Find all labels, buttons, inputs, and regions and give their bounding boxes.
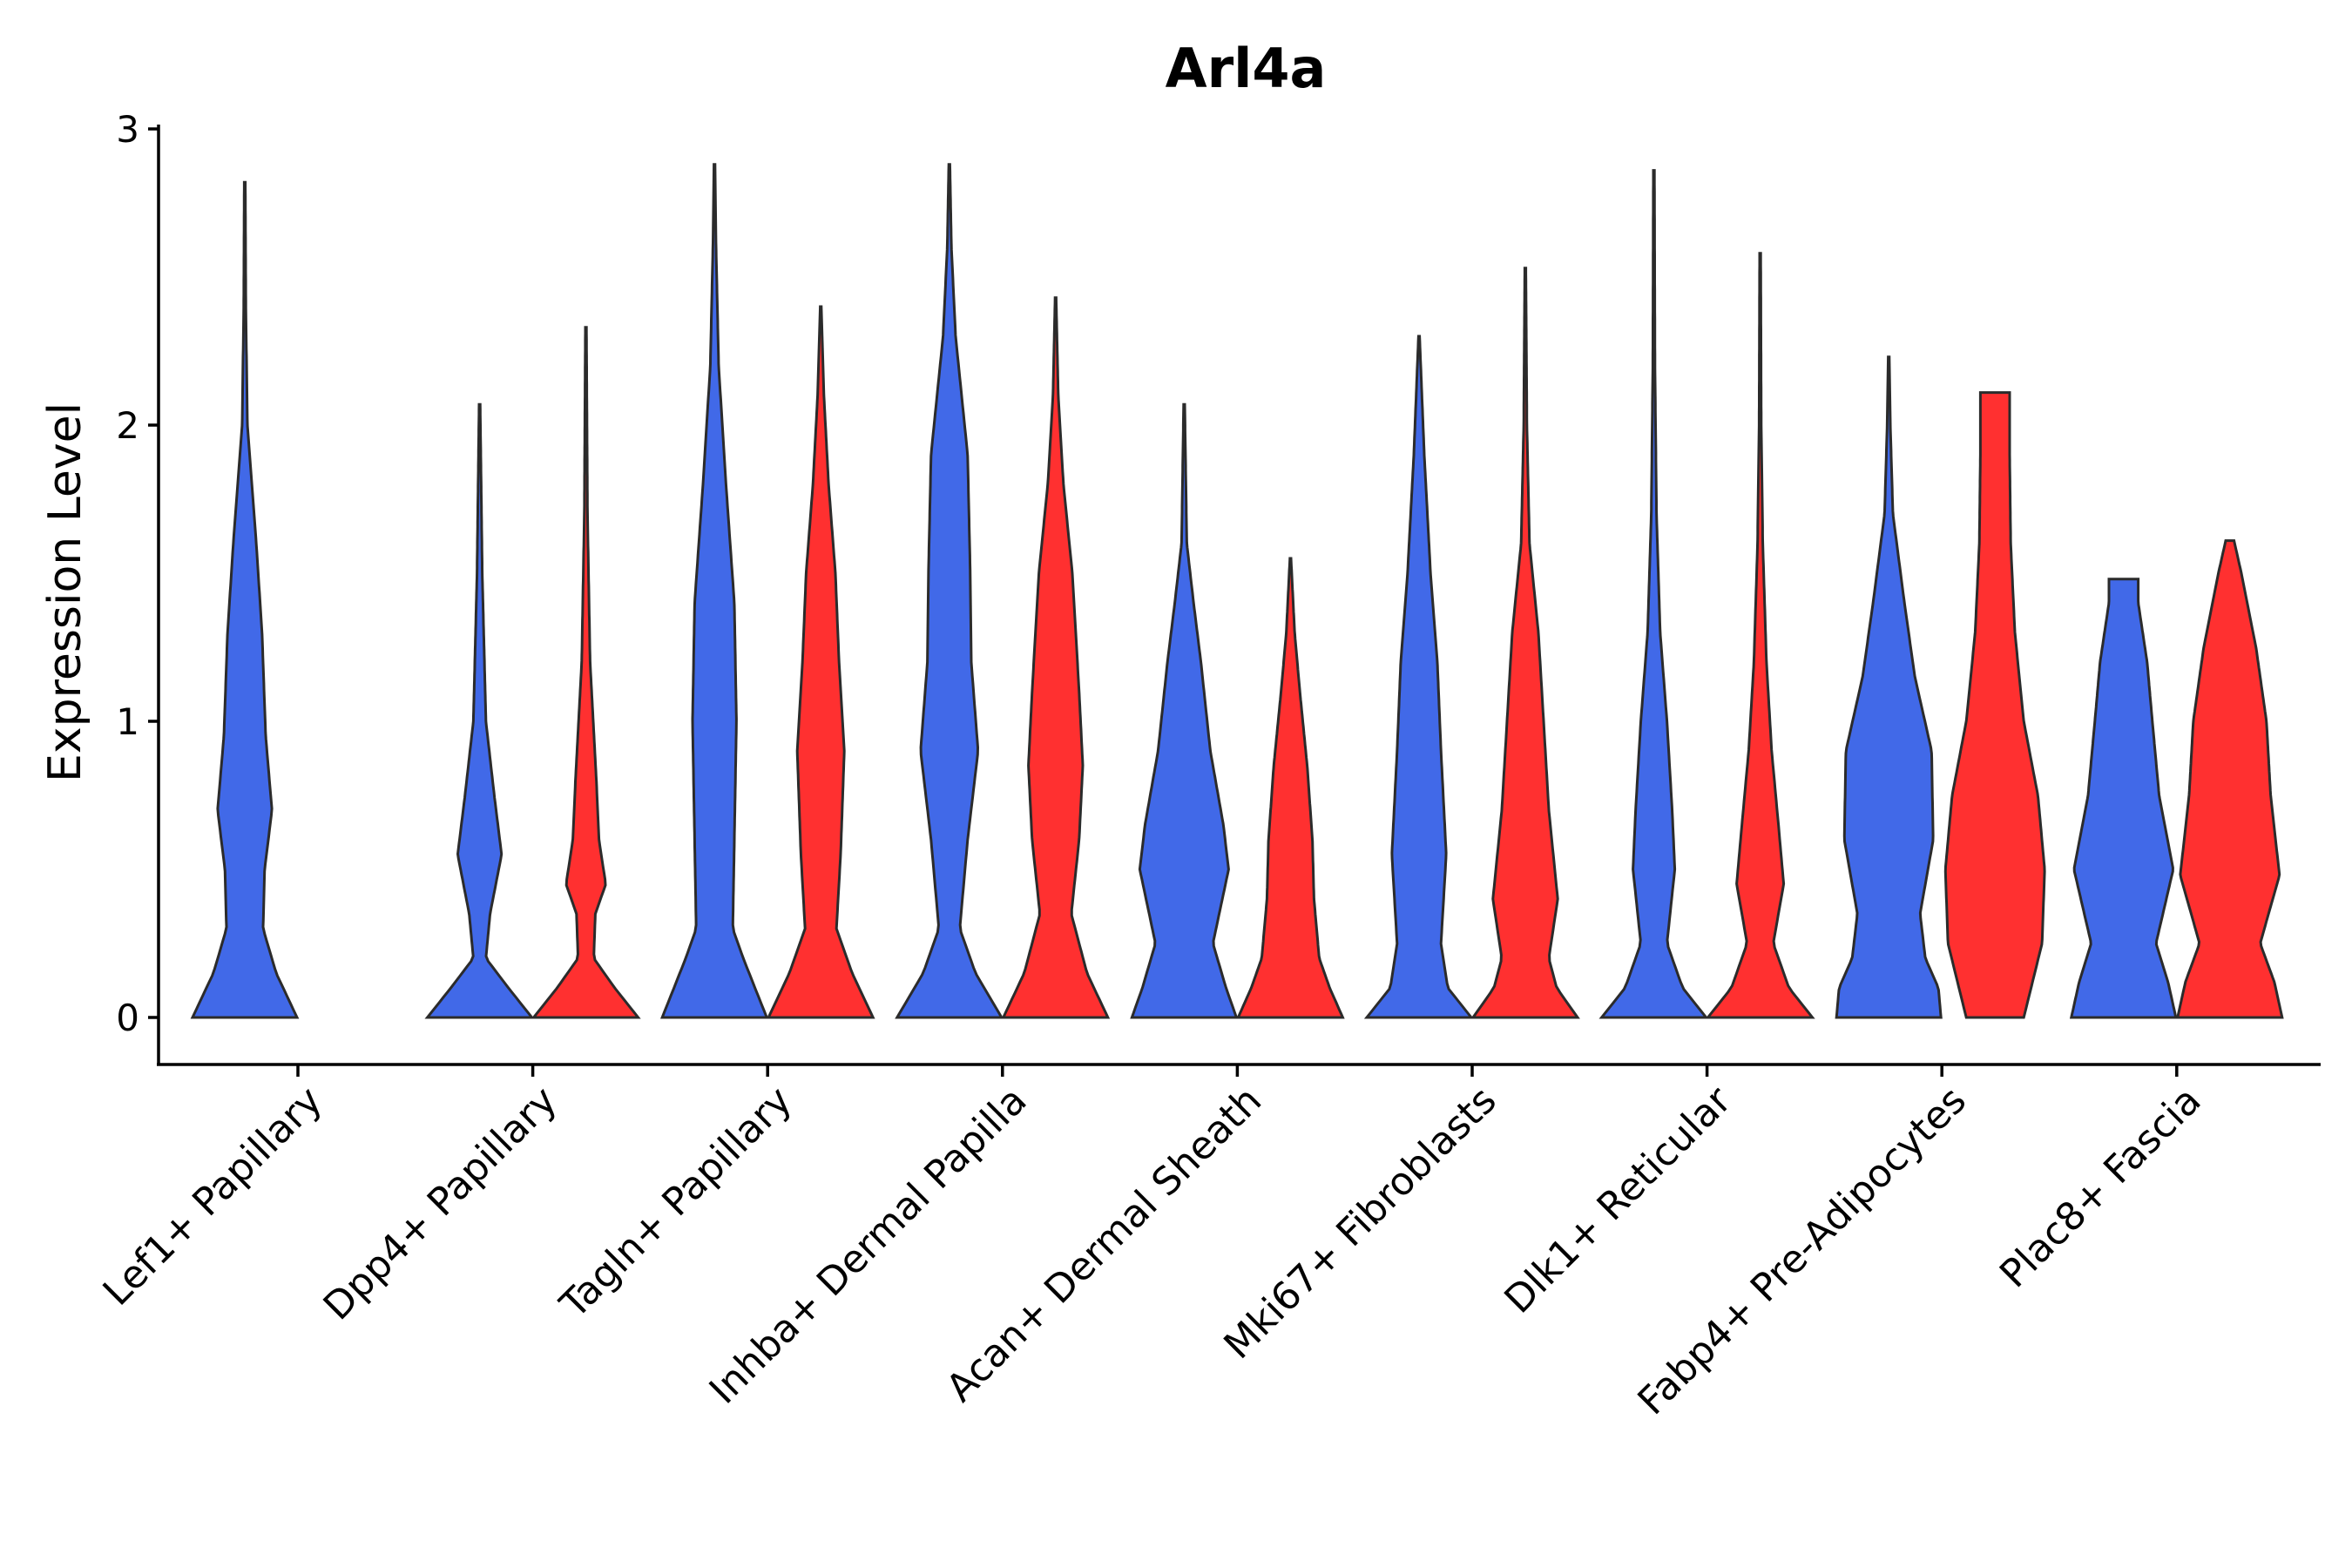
violin-blue-4 (1130, 402, 1239, 1019)
violin-blue-8 (2069, 578, 2178, 1019)
y-ticks: 0 1 2 3 (116, 108, 159, 1039)
x-tick-label: Dpp4+ Papillary (315, 1078, 566, 1329)
y-axis-label: Expression Level (39, 402, 91, 782)
violin-red-3 (1001, 296, 1111, 1019)
violin-red-4 (1236, 557, 1345, 1019)
y-tick-label: 0 (116, 997, 139, 1039)
y-tick-label: 3 (116, 108, 139, 151)
x-tick-label: Lef1+ Papillary (95, 1078, 331, 1315)
x-tick-label: Plac8+ Fascia (1991, 1078, 2210, 1297)
violin-blue-5 (1363, 335, 1475, 1019)
violin-blue-6 (1598, 169, 1709, 1019)
violin-red-1 (531, 326, 641, 1019)
violin-red-2 (766, 305, 875, 1019)
violin-red-6 (1705, 252, 1815, 1019)
violin-blue-7 (1835, 355, 1943, 1019)
chart-title: Arl4a (1166, 37, 1327, 100)
y-tick-label: 1 (116, 700, 139, 743)
violin-red-7 (1943, 391, 2046, 1019)
violin-blue-0 (190, 180, 300, 1019)
violins-layer (190, 163, 2284, 1019)
violin-blue-1 (424, 402, 535, 1019)
violin-red-5 (1470, 267, 1580, 1019)
violin-blue-2 (660, 163, 769, 1019)
x-tick-label: Dlk1+ Reticular (1496, 1078, 1740, 1322)
y-tick-label: 2 (116, 404, 139, 447)
x-tick-label: Tagln+ Papillary (551, 1078, 801, 1328)
violin-red-8 (2175, 539, 2284, 1019)
violin-blue-3 (895, 163, 1004, 1019)
x-tick-label: Mki67+ Fibroblasts (1215, 1078, 1504, 1368)
